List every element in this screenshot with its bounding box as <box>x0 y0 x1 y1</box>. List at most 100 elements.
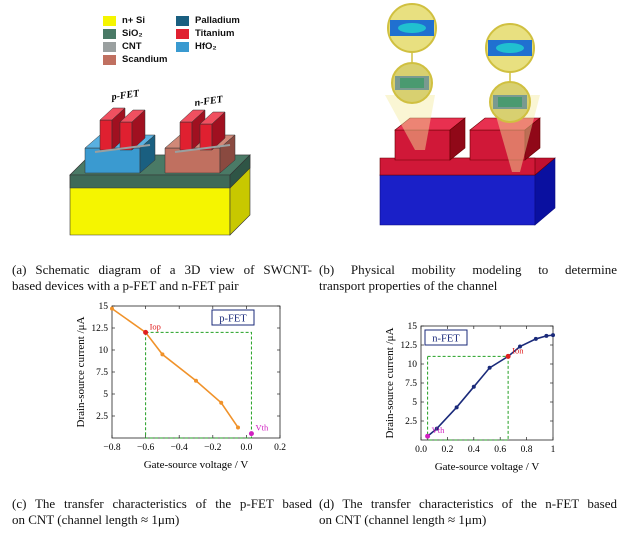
x-tick-label: 0.6 <box>494 445 506 455</box>
caption-c-line2: on CNT (channel length ≈ 1μm) <box>12 512 180 527</box>
x-tick-label: 0.8 <box>521 445 533 455</box>
legend-col-left: n+ Si SiO₂ CNT Scandium <box>103 14 167 66</box>
data-point <box>471 384 476 389</box>
caption-b: (b) Physical mobility modeling to determ… <box>319 262 617 294</box>
y-tick-label: 7.5 <box>96 368 108 378</box>
x-tick-label: −0.8 <box>103 443 120 453</box>
caption-c: (c) The transfer characteristics of the … <box>12 496 312 528</box>
caption-a: (a) Schematic diagram of a 3D view of SW… <box>12 262 312 294</box>
caption-c-line1: (c) The transfer characteristics of the … <box>12 496 312 511</box>
annotation-label: Vth <box>255 423 269 433</box>
x-tick-label: −0.6 <box>137 443 154 453</box>
x-tick-label: 0.4 <box>468 445 480 455</box>
series-line <box>111 307 239 428</box>
legend-label: Palladium <box>195 15 240 26</box>
y-tick-label: 10 <box>408 360 418 370</box>
swatch-cnt <box>103 41 116 52</box>
y-tick-label: 15 <box>408 322 418 332</box>
data-point <box>454 405 459 410</box>
annotation-label: Iop <box>150 321 161 331</box>
annotation-marker <box>248 431 254 437</box>
legend-item: n+ Si <box>103 14 167 27</box>
caption-a-line2: based devices with a p-FET and n-FET pai… <box>12 278 239 293</box>
y-axis-label: Drain-source current /μA <box>75 316 87 427</box>
legend-label: HfO₂ <box>195 41 217 52</box>
swatch-scandium <box>103 54 116 65</box>
caption-d: (d) The transfer characteristics of the … <box>319 496 617 528</box>
x-tick-label: 0.2 <box>274 443 286 453</box>
caption-d-line2: on CNT (channel length ≈ 1μm) <box>319 512 487 527</box>
legend-label: Scandium <box>122 54 168 65</box>
data-point <box>110 306 114 311</box>
y-tick-label: 2.5 <box>405 417 417 427</box>
legend-label: SiO₂ <box>122 28 143 39</box>
x-axis-label: Gate-source voltage / V <box>435 461 540 473</box>
x-tick-label: 1 <box>551 445 556 455</box>
y-tick-label: 15 <box>99 302 109 312</box>
legend-label: n-FET <box>432 334 460 345</box>
caption-d-line1: (d) The transfer characteristics of the … <box>319 496 617 511</box>
data-point <box>160 352 165 357</box>
schematic-panel: n+ Si SiO₂ CNT Scandium Palladium Titani… <box>0 0 310 260</box>
data-point <box>219 400 224 405</box>
x-tick-label: −0.4 <box>171 443 188 453</box>
swatch-hfo2 <box>176 41 189 52</box>
series-line <box>427 334 554 437</box>
annotation-marker <box>425 433 431 439</box>
legend-label: Titanium <box>195 28 235 39</box>
legend-label: p-FET <box>219 314 247 325</box>
y-tick-label: 12.5 <box>91 324 108 334</box>
nfet-transfer-chart: 0.0 0.2 0.4 0.6 0.8 12.557.51012.515IonVthn-F… <box>384 322 556 473</box>
x-tick-label: 0.2 <box>441 445 453 455</box>
legend-item: HfO₂ <box>176 40 240 53</box>
data-point <box>518 344 522 349</box>
annotation-label: Vth <box>432 425 446 435</box>
material-legend: n+ Si SiO₂ CNT Scandium Palladium Titani… <box>103 14 263 74</box>
guide-box <box>145 331 252 439</box>
data-point <box>487 365 492 370</box>
data-point <box>194 378 198 383</box>
device-3d-schematic: p-FET n-FET <box>69 88 251 236</box>
x-axis-label: Gate-source voltage / V <box>144 459 249 471</box>
pfet-transfer-chart: −0.8 −0.6 −0.4 −0.2 0.0 0.2 2.5 5 7.5 10 12.5 15 Iop… <box>75 302 286 471</box>
caption-b-line1: (b) Physical mobility modeling to determ… <box>319 262 617 277</box>
annotation-marker <box>143 329 149 335</box>
x-tick-label: 0.0 <box>415 445 427 455</box>
mobility-model-render <box>379 3 556 226</box>
legend-item: Titanium <box>176 27 240 40</box>
x-tick-label: −0.2 <box>204 443 221 453</box>
data-point <box>533 336 538 341</box>
legend-item: CNT <box>103 40 167 53</box>
legend-col-right: Palladium Titanium HfO₂ <box>176 14 240 53</box>
annotation-marker <box>505 353 511 359</box>
swatch-palladium <box>176 15 189 26</box>
data-point <box>544 333 549 338</box>
swatch-n-si <box>103 15 116 26</box>
legend-label: n+ Si <box>122 15 145 26</box>
annotation-label: Ion <box>512 345 524 355</box>
data-point <box>236 425 240 430</box>
y-tick-label: 5 <box>412 398 417 408</box>
caption-b-line2: transport properties of the channel <box>319 278 498 293</box>
y-tick-label: 12.5 <box>400 341 417 351</box>
data-point <box>551 333 555 338</box>
swatch-sio2 <box>103 28 116 39</box>
data-point <box>434 426 439 431</box>
legend-item: Palladium <box>176 14 240 27</box>
legend-box <box>211 309 255 326</box>
y-tick-label: 10 <box>99 346 109 356</box>
legend-box <box>424 329 468 346</box>
swatch-titanium <box>176 28 189 39</box>
y-tick-label: 2.5 <box>96 412 108 422</box>
x-tick-label: 0.0 <box>240 443 252 453</box>
legend-item: Scandium <box>103 53 167 66</box>
y-tick-label: 7.5 <box>405 379 417 389</box>
y-tick-label: 5 <box>103 390 108 400</box>
guide-box <box>427 355 509 441</box>
legend-label: CNT <box>122 41 142 52</box>
y-axis-label: Drain-source current /μA <box>384 327 396 438</box>
nfet-label: n-FET <box>194 94 224 109</box>
legend-item: SiO₂ <box>103 27 167 40</box>
pfet-label: p-FET <box>110 88 141 103</box>
caption-a-line1: (a) Schematic diagram of a 3D view of SW… <box>12 262 312 277</box>
